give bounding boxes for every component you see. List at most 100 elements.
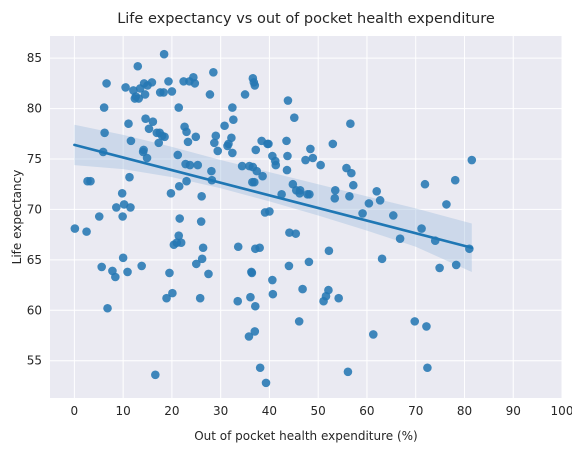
data-point — [237, 161, 247, 171]
y-tick-label: 80 — [27, 102, 42, 116]
data-point — [252, 166, 262, 176]
data-point — [205, 90, 215, 99]
data-point — [417, 224, 426, 233]
data-point — [395, 234, 405, 243]
x-tick-label: 70 — [408, 404, 423, 418]
data-point — [467, 155, 477, 165]
data-point — [151, 370, 160, 380]
data-point — [291, 229, 301, 238]
y-tick-labels: 55 60 65 70 75 80 85 — [27, 51, 42, 368]
data-point — [100, 128, 109, 138]
data-point — [117, 189, 127, 198]
data-point — [118, 253, 128, 263]
data-point — [450, 175, 460, 185]
data-point — [271, 160, 281, 170]
data-point — [284, 261, 294, 271]
data-point — [209, 68, 218, 77]
data-point — [123, 267, 132, 277]
data-point — [348, 180, 358, 190]
data-point — [306, 144, 315, 154]
data-point — [334, 293, 343, 303]
data-point — [103, 303, 112, 313]
x-tick-label: 80 — [457, 404, 472, 418]
data-point — [210, 138, 219, 148]
data-point — [377, 254, 387, 264]
data-point — [372, 186, 382, 196]
data-point — [160, 132, 169, 142]
data-point — [197, 192, 206, 201]
y-tick-label: 60 — [27, 303, 42, 317]
y-tick-label: 65 — [27, 253, 42, 267]
data-point — [347, 168, 356, 178]
data-point — [118, 212, 127, 221]
data-point — [255, 243, 264, 253]
data-point — [264, 139, 273, 149]
data-point — [70, 224, 80, 233]
data-point — [368, 330, 378, 339]
confidence-band — [74, 124, 472, 272]
data-point — [139, 145, 148, 155]
data-point — [261, 378, 271, 388]
data-point — [330, 194, 340, 203]
data-point — [125, 172, 134, 182]
data-point — [99, 103, 109, 112]
data-point — [167, 87, 177, 96]
data-point — [364, 199, 374, 208]
data-point — [191, 132, 201, 142]
data-point — [174, 181, 184, 191]
data-point — [283, 151, 292, 161]
x-tick-labels: 0 10 20 30 40 50 60 70 80 90 100 — [71, 404, 572, 418]
data-point — [282, 136, 291, 146]
data-point — [204, 269, 213, 279]
data-point — [137, 261, 146, 271]
data-point — [196, 217, 206, 226]
data-point — [228, 103, 237, 112]
data-point — [244, 332, 254, 341]
data-point — [174, 231, 184, 240]
x-axis-label: Out of pocket health expenditure (%) — [194, 429, 418, 443]
data-point — [159, 88, 168, 97]
data-point — [227, 133, 236, 143]
y-tick-label: 70 — [27, 202, 42, 216]
data-point — [268, 275, 277, 285]
data-point — [126, 203, 135, 212]
data-point — [133, 61, 143, 71]
data-point — [304, 257, 314, 267]
data-point — [173, 150, 183, 160]
data-point — [148, 117, 158, 127]
data-point — [198, 243, 208, 253]
data-point — [162, 293, 171, 303]
data-point — [435, 263, 444, 273]
x-tick-label: 40 — [262, 404, 277, 418]
data-point — [124, 119, 133, 129]
data-point — [111, 272, 120, 282]
data-point — [191, 259, 201, 269]
data-point — [422, 322, 431, 331]
data-point — [298, 284, 307, 294]
data-point — [159, 49, 169, 59]
data-point — [420, 179, 430, 189]
data-point — [197, 254, 207, 264]
data-point — [82, 227, 91, 236]
data-point — [258, 171, 267, 181]
data-point — [345, 192, 354, 201]
y-axis-label: Life expectancy — [10, 170, 24, 265]
data-point — [233, 242, 243, 252]
data-point — [121, 83, 130, 92]
x-tick-label: 10 — [116, 404, 131, 418]
data-point — [410, 317, 420, 326]
data-point — [255, 363, 265, 373]
x-tick-label: 0 — [71, 404, 79, 418]
data-point — [168, 288, 177, 298]
data-point — [388, 211, 398, 220]
data-point — [182, 176, 191, 186]
data-point — [94, 212, 104, 221]
data-point — [140, 90, 150, 99]
data-point — [134, 94, 144, 103]
data-point — [164, 77, 173, 86]
data-point — [305, 190, 314, 199]
data-point — [346, 119, 355, 129]
data-point — [250, 301, 260, 311]
data-point — [141, 114, 150, 123]
data-point — [86, 176, 95, 186]
